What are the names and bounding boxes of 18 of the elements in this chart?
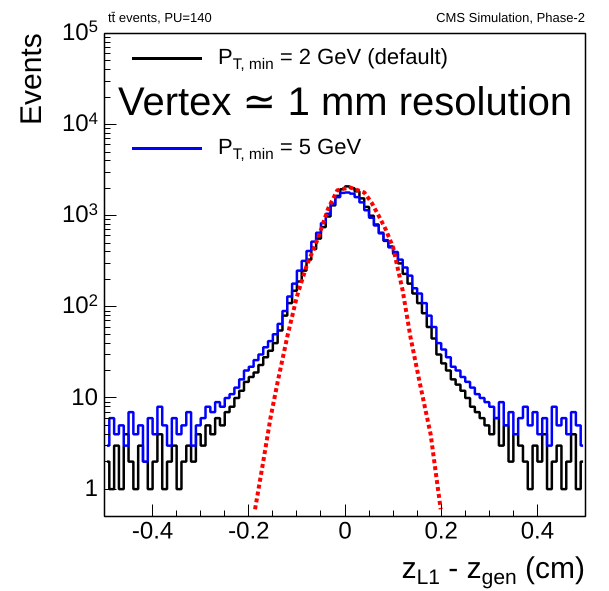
- x-tick-label: 0: [338, 518, 352, 544]
- x-tick-label: -0.4: [132, 518, 174, 544]
- annotation: Vertex ≃ 1 mm resolution: [118, 78, 572, 126]
- chart-title: tt̄ events, PU=140: [108, 10, 212, 26]
- x-axis-title: z$_{L1}$ - z$_{gen}$ (cm): [402, 551, 585, 590]
- x-tick-label: 0.4: [520, 518, 554, 544]
- legend-label: P$_{T, min}$ = 2 GeV (default): [218, 43, 448, 73]
- y-tick-label: 10$^{5}$: [62, 17, 98, 48]
- y-tick-label: 10$^{2}$: [62, 290, 98, 322]
- y-tick-label: 10$^{3}$: [62, 200, 98, 230]
- y-tick-label: 10$^{4}$: [62, 108, 98, 140]
- chart-subtitle: CMS Simulation, Phase-2: [436, 10, 585, 26]
- y-tick-label: 1: [84, 474, 98, 504]
- x-tick-label: 0.2: [424, 518, 458, 544]
- y-axis-title: Events: [14, 33, 49, 125]
- y-tick-label: 10: [71, 382, 98, 412]
- legend-label: P$_{T, min}$ = 5 GeV: [218, 133, 362, 163]
- x-tick-label: -0.2: [228, 518, 270, 544]
